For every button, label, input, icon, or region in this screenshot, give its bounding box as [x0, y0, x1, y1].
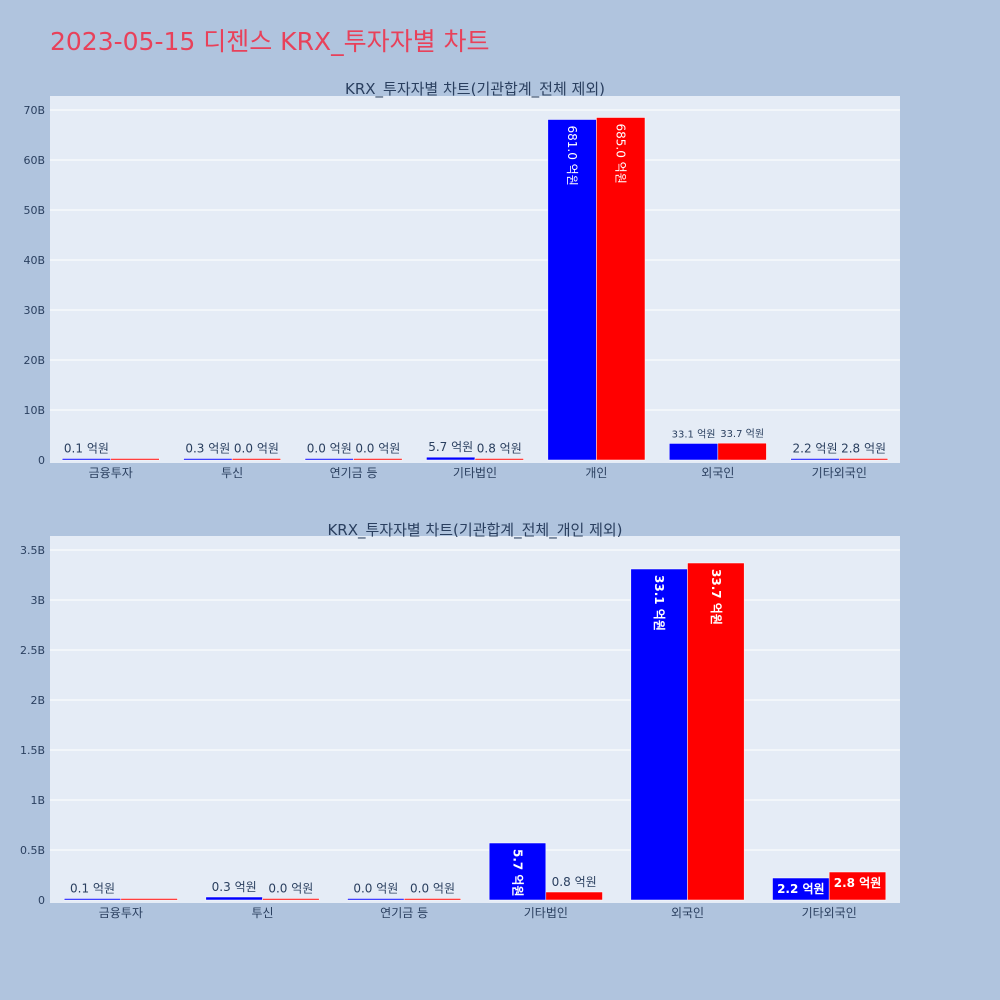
- x-tick-label: 연기금 등: [330, 466, 378, 480]
- data-label: 33.1 억원: [672, 428, 716, 440]
- x-tick-label: 투신: [221, 466, 243, 480]
- data-label: 0.0 억원: [410, 882, 455, 896]
- chart-title: KRX_투자자별 차트(기관합계_전체 제외): [345, 80, 605, 99]
- bar: [596, 117, 646, 461]
- data-label: 681.0 억원: [565, 126, 579, 186]
- bar: [347, 898, 405, 901]
- y-tick-label: 1B: [30, 794, 45, 807]
- bar: [63, 898, 122, 901]
- y-tick-label: 0.5B: [20, 844, 45, 857]
- y-tick-label: 30B: [23, 304, 45, 317]
- data-label: 0.0 억원: [234, 442, 279, 456]
- x-tick-label: 외국인: [671, 906, 704, 920]
- bar: [474, 458, 524, 461]
- data-label: 0.0 억원: [355, 442, 400, 456]
- bar: [426, 456, 476, 461]
- data-label: 0.8 억원: [552, 875, 597, 889]
- bar: [403, 898, 462, 901]
- chart-title: KRX_투자자별 차트(기관합계_전체_개인 제외): [327, 521, 622, 540]
- data-label: 0.0 억원: [268, 882, 313, 896]
- x-tick-label: 연기금 등: [380, 906, 428, 920]
- data-label: 33.7 억원: [720, 428, 764, 440]
- data-label: 0.3 억원: [185, 442, 230, 456]
- bar: [717, 442, 767, 461]
- y-tick-label: 70B: [23, 104, 45, 117]
- bar: [669, 443, 719, 461]
- y-tick-label: 2B: [30, 694, 45, 707]
- chart-2: 0 0.5B 1B 1.5B 2B 2.5B 3B 3.5B KRX_투자자별 차트(기관합계_…: [20, 521, 900, 920]
- data-label: 5.7 억원: [428, 440, 473, 454]
- bar: [828, 871, 887, 901]
- bar: [61, 458, 111, 461]
- bar: [545, 891, 603, 901]
- x-tick-label: 외국인: [701, 466, 734, 480]
- plot-background: [50, 536, 900, 903]
- data-label: 0.3 억원: [212, 880, 257, 894]
- data-label: 2.2 억원: [793, 442, 838, 456]
- chart-1: 0 10B 20B 30B 40B 50B 60B 70B KRX_투자자별 차트(기관합계_전…: [23, 80, 900, 480]
- data-label: 2.8 억원: [841, 442, 886, 456]
- data-label: 2.2 억원: [777, 882, 825, 896]
- bar: [110, 458, 160, 461]
- data-label: 0.0 억원: [307, 442, 352, 456]
- y-tick-label: 20B: [23, 354, 45, 367]
- page-title: 2023-05-15 디젠스 KRX_투자자별 차트: [50, 27, 490, 56]
- data-label: 0.1 억원: [64, 442, 109, 456]
- x-tick-label: 금융투자: [99, 906, 143, 920]
- bar: [839, 458, 889, 461]
- y-tick-label: 10B: [23, 404, 45, 417]
- plot-background: [50, 96, 900, 463]
- data-label: 0.8 억원: [477, 442, 522, 456]
- data-label: 5.7 억원: [511, 849, 525, 897]
- y-tick-label: 2.5B: [20, 644, 45, 657]
- x-tick-label: 개인: [585, 466, 607, 480]
- x-tick-label: 기타외국인: [812, 466, 867, 480]
- bar: [547, 119, 597, 461]
- bar: [231, 458, 281, 461]
- bar: [353, 458, 403, 461]
- bar: [304, 458, 354, 461]
- data-label: 0.0 억원: [353, 882, 398, 896]
- data-label: 0.1 억원: [70, 882, 115, 896]
- data-label: 685.0 억원: [614, 124, 628, 184]
- bar: [790, 458, 840, 461]
- y-tick-label: 0: [38, 454, 45, 467]
- data-label: 2.8 억원: [834, 876, 882, 890]
- y-tick-label: 1.5B: [20, 744, 45, 757]
- bar: [262, 898, 320, 901]
- bar: [183, 458, 233, 461]
- bar: [488, 842, 547, 901]
- data-label: 33.1 억원: [652, 575, 666, 631]
- bar: [120, 898, 178, 901]
- y-tick-label: 50B: [23, 204, 45, 217]
- bar: [630, 568, 688, 901]
- x-tick-label: 기타법인: [453, 466, 497, 480]
- x-tick-label: 기타법인: [524, 906, 568, 920]
- bar: [205, 896, 263, 901]
- x-tick-label: 금융투자: [89, 466, 133, 480]
- x-tick-label: 기타외국인: [802, 906, 857, 920]
- y-tick-label: 3B: [30, 594, 45, 607]
- bar: [687, 562, 745, 901]
- x-tick-label: 투신: [251, 906, 273, 920]
- y-tick-label: 3.5B: [20, 544, 45, 557]
- data-label: 33.7 억원: [709, 569, 723, 625]
- y-tick-label: 40B: [23, 254, 45, 267]
- y-tick-label: 60B: [23, 154, 45, 167]
- y-tick-label: 0: [38, 894, 45, 907]
